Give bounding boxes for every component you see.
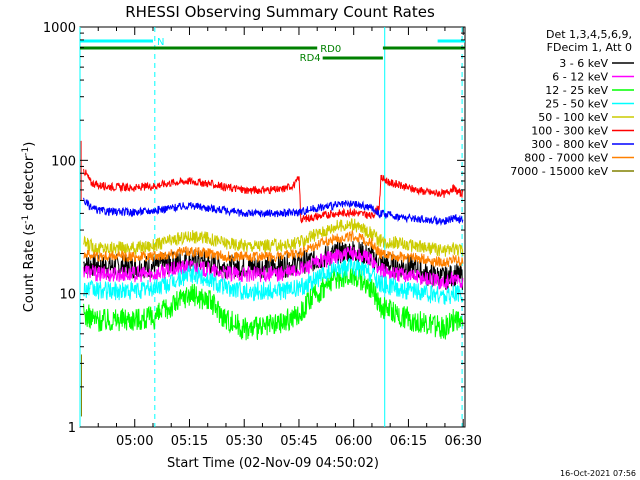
annotation-label: RD4 bbox=[300, 53, 321, 64]
legend-label: 50 - 100 keV bbox=[538, 111, 608, 124]
y-axis: 1 10 100 1000 bbox=[43, 21, 465, 436]
series-line bbox=[83, 246, 464, 290]
legend-label: 12 - 25 keV bbox=[545, 84, 608, 97]
series-line bbox=[83, 257, 464, 305]
x-axis: 05:00 05:15 05:30 05:45 06:00 06:15 06:30 bbox=[97, 27, 482, 449]
series-line bbox=[83, 218, 464, 257]
legend-label: 25 - 50 keV bbox=[545, 98, 608, 111]
annotation-label: RD0 bbox=[320, 44, 341, 55]
x-tick-label: 06:00 bbox=[335, 434, 372, 449]
legend-label: 100 - 300 keV bbox=[531, 125, 608, 138]
legend: Det 1,3,4,5,6,9,FDecim 1, Att 0 3 - 6 keV… bbox=[510, 28, 634, 178]
series-line bbox=[83, 168, 464, 224]
legend-header: Det 1,3,4,5,6,9, bbox=[546, 28, 632, 41]
plot-frame bbox=[79, 26, 466, 428]
x-tick-label: 06:30 bbox=[444, 434, 481, 449]
series-line bbox=[83, 240, 464, 291]
y-tick-label: 1000 bbox=[43, 21, 76, 36]
chart-title: RHESSI Observing Summary Count Rates bbox=[125, 3, 435, 21]
x-tick-label: 06:15 bbox=[390, 434, 427, 449]
data-series bbox=[80, 140, 464, 417]
x-tick-label: 05:15 bbox=[171, 434, 208, 449]
legend-label: 300 - 800 keV bbox=[531, 138, 608, 151]
legend-label: 6 - 12 keV bbox=[552, 71, 608, 84]
series-line bbox=[83, 197, 464, 226]
legend-label: 3 - 6 keV bbox=[559, 57, 608, 70]
vertical-markers bbox=[79, 27, 463, 427]
y-tick-label: 10 bbox=[59, 288, 76, 303]
legend-header: FDecim 1, Att 0 bbox=[547, 41, 632, 54]
series-line bbox=[83, 230, 464, 268]
x-axis-label: Start Time (02-Nov-09 04:50:02) bbox=[167, 456, 379, 471]
y-tick-label: 1 bbox=[68, 421, 76, 436]
y-tick-label: 100 bbox=[51, 154, 76, 169]
legend-label: 800 - 7000 keV bbox=[524, 152, 608, 165]
x-tick-label: 05:45 bbox=[280, 434, 317, 449]
x-tick-label: 05:30 bbox=[225, 434, 262, 449]
legend-label: 7000 - 15000 keV bbox=[510, 165, 608, 178]
annotation-label: N bbox=[157, 37, 164, 48]
x-tick-label: 05:00 bbox=[116, 434, 153, 449]
y-axis-label: Count Rate (s-1 detector-1) bbox=[21, 142, 37, 313]
footer-timestamp: 16-Oct-2021 07:56 bbox=[560, 469, 636, 478]
series-line bbox=[83, 264, 464, 341]
